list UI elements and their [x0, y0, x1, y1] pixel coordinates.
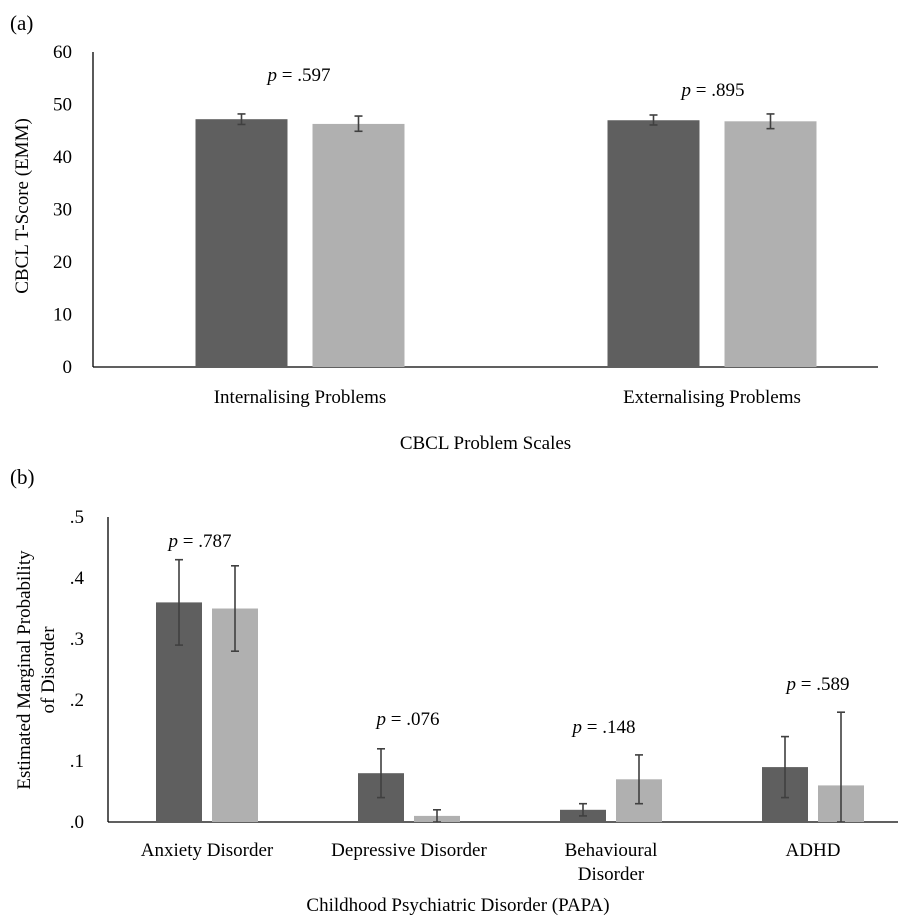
y-tick-label: 40 [53, 147, 72, 168]
panel-label: (a) [10, 11, 33, 35]
y-tick-label: .0 [70, 812, 84, 833]
y-tick-label: 0 [63, 357, 73, 378]
p-value-annotation: p = .589 [785, 674, 850, 695]
y-axis-label-line: Estimated Marginal Probability [14, 550, 35, 790]
y-tick-label: 30 [53, 200, 72, 221]
bar-series-1 [607, 120, 700, 367]
x-tick-label: Internalising Problems [214, 387, 387, 408]
p-value-annotation: p = .787 [167, 531, 232, 552]
y-tick-label: .5 [70, 507, 84, 528]
x-tick-label: Externalising Problems [623, 387, 801, 408]
y-tick-label: .1 [70, 751, 84, 772]
y-tick-label: .2 [70, 690, 84, 711]
x-tick-label: ADHD [786, 840, 841, 861]
x-axis-label: CBCL Problem Scales [400, 433, 571, 454]
y-tick-label: 60 [53, 42, 72, 63]
p-value-annotation: p = .597 [266, 65, 331, 86]
y-axis-label: CBCL T-Score (EMM) [12, 118, 33, 294]
p-value-annotation: p = .895 [680, 80, 745, 101]
x-tick-label: Behavioural [565, 840, 658, 861]
y-tick-label: 10 [53, 305, 72, 326]
y-axis-label-line: of Disorder [38, 626, 59, 714]
y-tick-label: 50 [53, 95, 72, 116]
p-value-annotation: p = .076 [375, 709, 440, 730]
p-value-annotation: p = .148 [571, 717, 636, 738]
x-tick-label: Anxiety Disorder [141, 840, 274, 861]
y-tick-label: .3 [70, 629, 84, 650]
x-tick-label: Disorder [578, 864, 645, 885]
bar-series-1 [195, 119, 288, 367]
panel-label: (b) [10, 465, 35, 489]
y-tick-label: 20 [53, 252, 72, 273]
x-tick-label: Depressive Disorder [331, 840, 487, 861]
bar-series-2 [312, 123, 405, 367]
x-axis-label: Childhood Psychiatric Disorder (PAPA) [306, 895, 609, 916]
bar-series-2 [724, 121, 817, 367]
y-tick-label: .4 [70, 568, 85, 589]
